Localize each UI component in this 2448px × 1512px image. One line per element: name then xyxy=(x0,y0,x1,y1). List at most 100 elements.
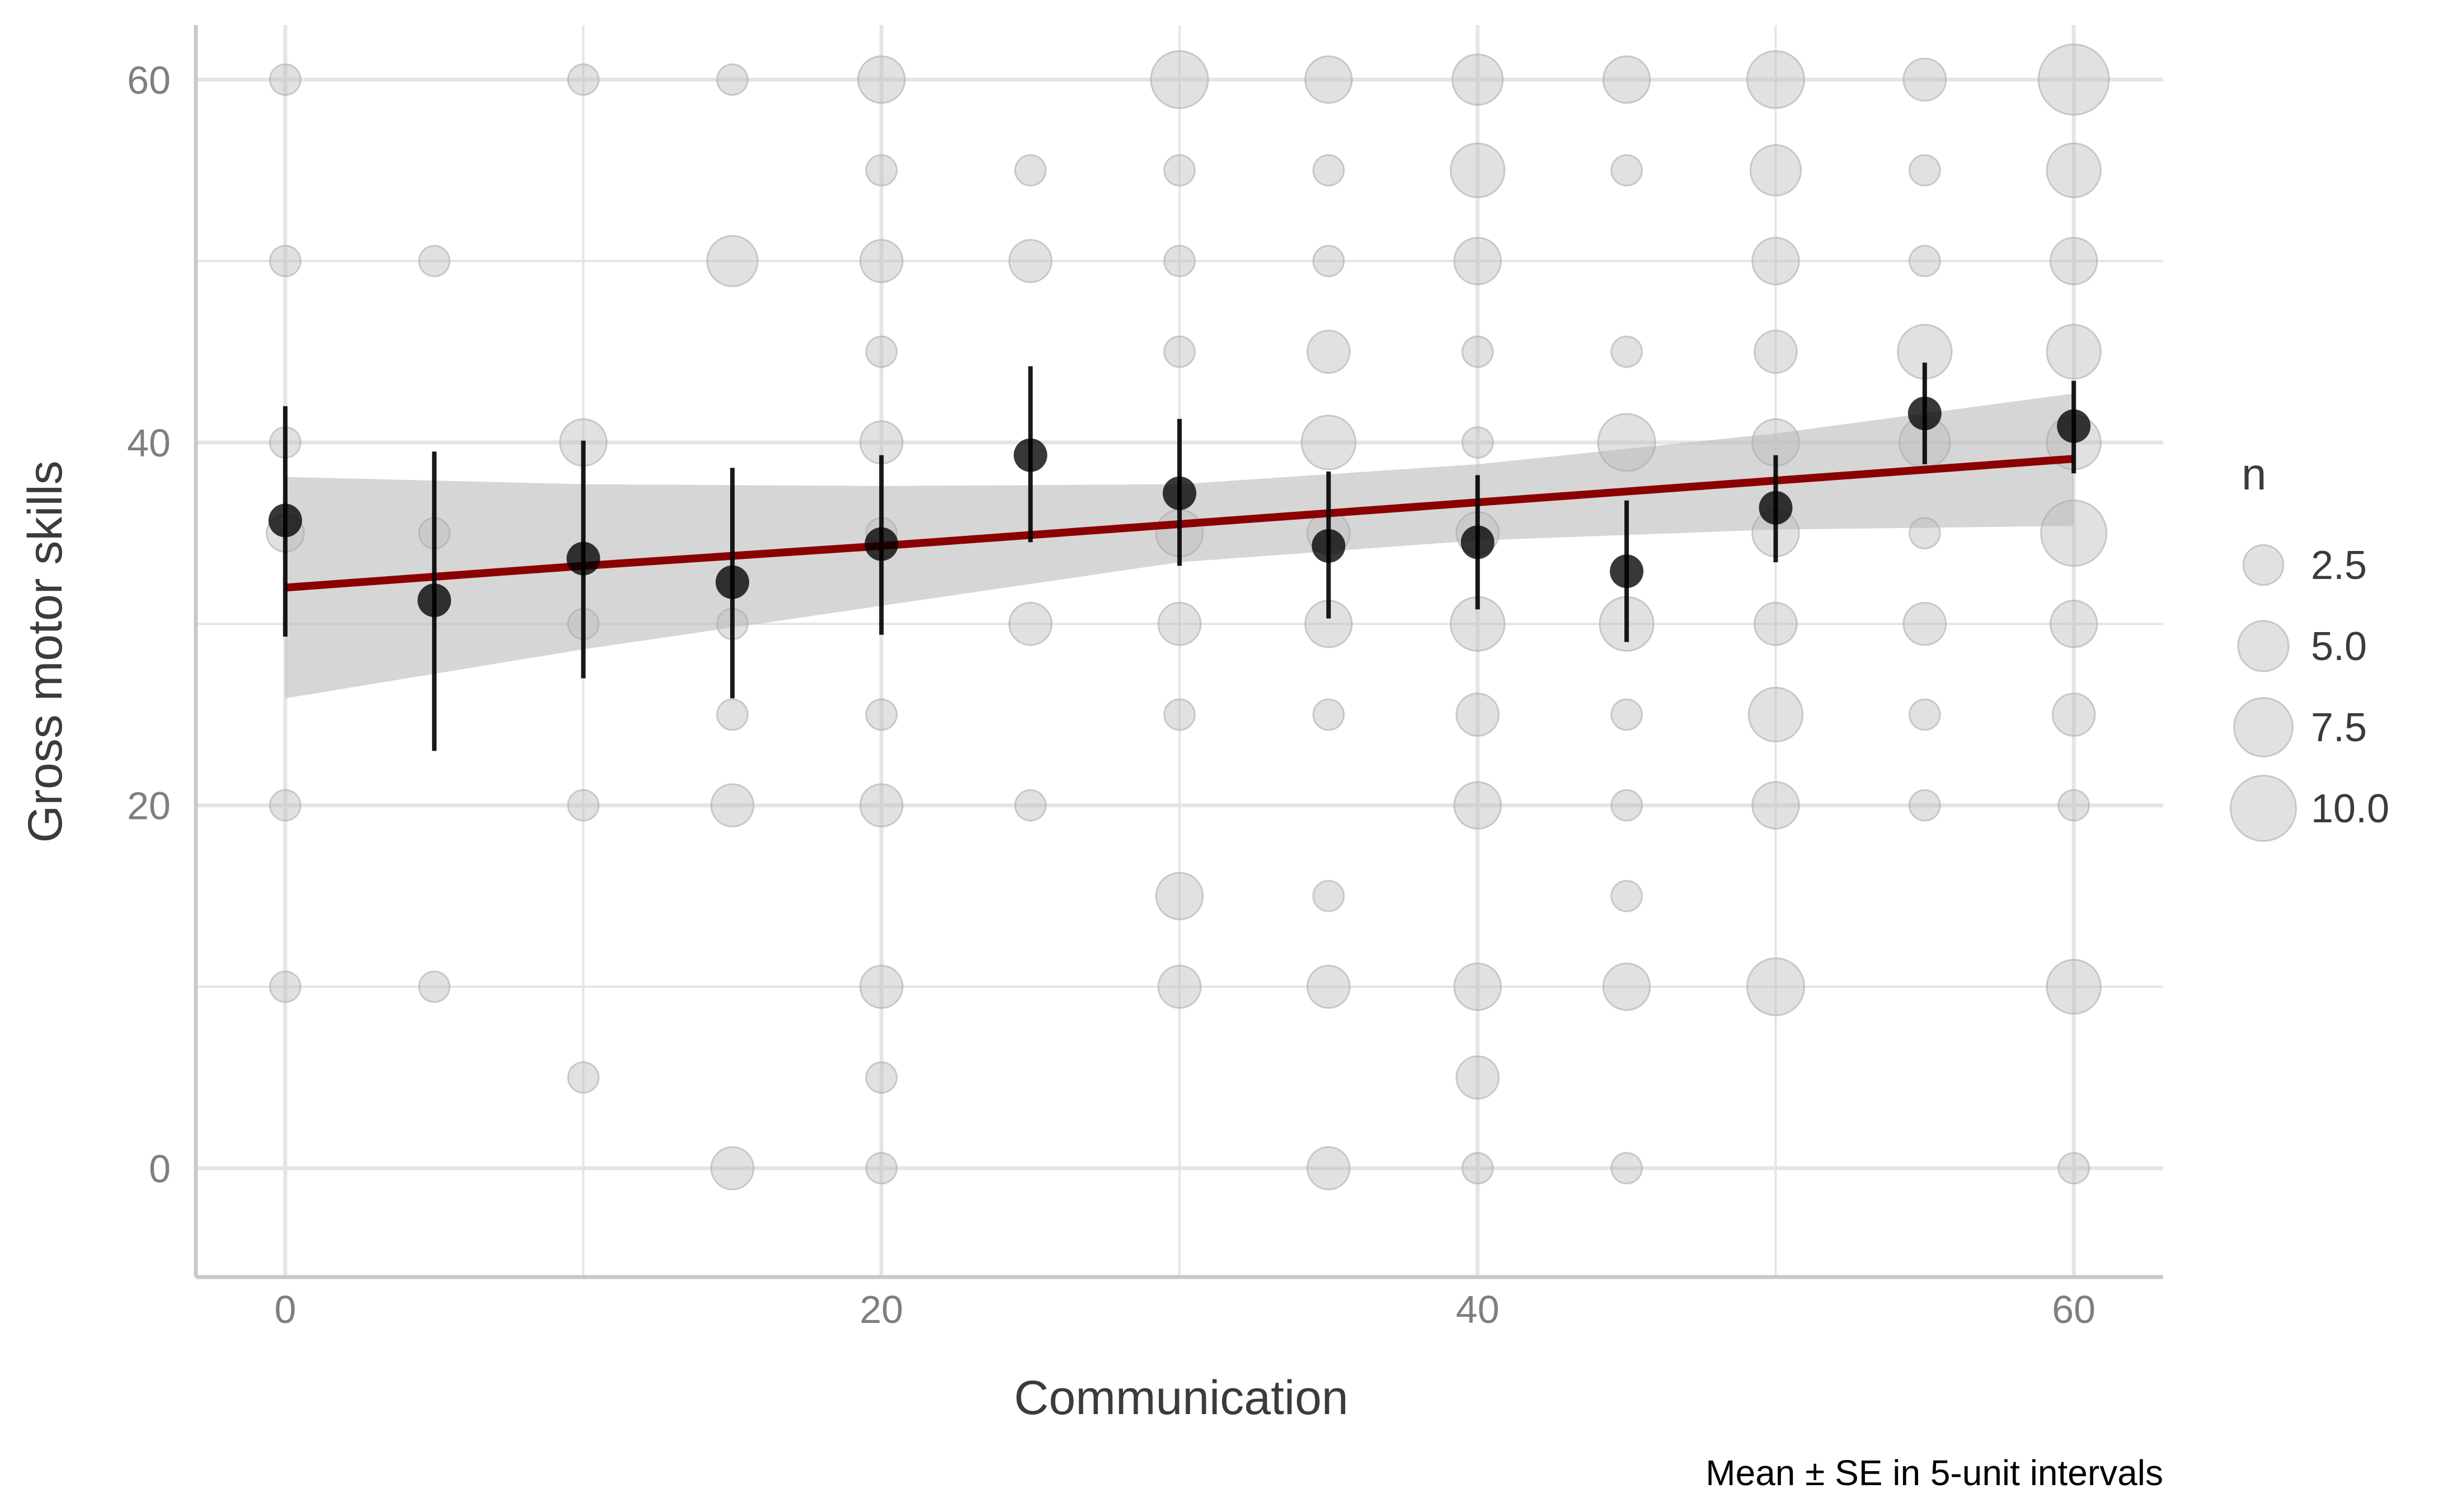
x-tick-label: 60 xyxy=(2052,1288,2095,1331)
data-bubble xyxy=(1455,693,1500,737)
mean-point xyxy=(1610,554,1644,588)
mean-point xyxy=(1759,491,1793,525)
data-bubble xyxy=(2057,789,2090,822)
mean-point xyxy=(1907,397,1942,431)
data-bubble xyxy=(1610,335,1643,368)
grid xyxy=(196,25,2163,1277)
data-bubble xyxy=(710,1146,755,1190)
mean-point xyxy=(417,583,452,618)
data-bubble xyxy=(1155,872,1204,921)
mean-point xyxy=(268,503,302,538)
data-bubble xyxy=(1597,413,1656,472)
data-bubble xyxy=(865,335,898,368)
x-tick-labels: 0 20 40 60 xyxy=(274,1288,2095,1331)
data-bubble xyxy=(1306,1146,1351,1190)
data-bubble xyxy=(2046,142,2102,199)
data-bubble xyxy=(1451,53,1504,106)
data-bubble xyxy=(1157,964,1202,1009)
data-bubble xyxy=(269,971,302,1003)
data-bubble xyxy=(1453,781,1502,830)
mean-point xyxy=(715,565,749,599)
data-bubble xyxy=(865,154,898,187)
data-bubble xyxy=(1902,57,1947,102)
data-bubble xyxy=(1306,964,1351,1009)
data-bubble xyxy=(1312,698,1345,731)
data-bubble xyxy=(1300,414,1357,470)
legend-title: n xyxy=(2242,449,2267,499)
data-bubble xyxy=(269,244,302,277)
mean-point xyxy=(864,527,899,561)
data-bubble xyxy=(1754,601,1798,646)
legend-key xyxy=(2237,620,2290,672)
data-bubble xyxy=(1602,962,1651,1011)
data-bubble xyxy=(857,55,906,104)
bubble-layer xyxy=(265,43,2110,1190)
mean-point xyxy=(566,541,600,576)
data-bubble xyxy=(2049,237,2098,285)
data-bubble xyxy=(1610,879,1643,912)
data-bubble xyxy=(418,971,451,1003)
data-bubble xyxy=(1449,142,1506,199)
legend-entries: 2.5 5.0 7.5 10.0 xyxy=(2229,543,2389,842)
legend: n 2.5 5.0 7.5 10.0 xyxy=(2229,449,2389,842)
axes xyxy=(194,25,2163,1279)
y-tick-label: 40 xyxy=(127,421,171,465)
data-bubble xyxy=(1746,50,1806,109)
data-bubble xyxy=(859,964,904,1009)
data-bubble xyxy=(269,789,302,822)
data-bubble xyxy=(706,234,759,288)
data-bubble xyxy=(1014,789,1047,822)
x-tick-label: 0 xyxy=(274,1288,296,1331)
y-tick-label: 20 xyxy=(127,784,171,828)
data-bubble xyxy=(1746,957,1806,1016)
x-axis-title: Communication xyxy=(1014,1371,1348,1425)
data-bubble xyxy=(859,239,904,284)
data-bubble xyxy=(567,63,600,96)
data-bubble xyxy=(1163,244,1196,277)
data-bubble xyxy=(1602,55,1651,104)
data-bubble xyxy=(567,789,600,822)
data-bubble xyxy=(1157,601,1202,646)
data-bubble xyxy=(1610,789,1643,822)
data-bubble xyxy=(865,698,898,731)
legend-label: 5.0 xyxy=(2311,624,2367,669)
data-bubble xyxy=(865,1061,898,1094)
data-bubble xyxy=(1908,789,1941,822)
data-bubble xyxy=(1014,154,1047,187)
data-bubble xyxy=(1461,335,1494,368)
data-bubble xyxy=(1749,144,1802,197)
data-bubble xyxy=(1908,244,1941,277)
data-bubble xyxy=(1008,239,1053,284)
data-bubble xyxy=(1754,329,1798,374)
mean-point xyxy=(1460,525,1495,559)
data-bubble xyxy=(1150,50,1209,109)
y-axis-title: Gross motor skills xyxy=(18,460,72,842)
data-bubble xyxy=(1908,517,1941,550)
data-bubble xyxy=(1312,244,1345,277)
data-bubble xyxy=(1453,237,1502,285)
y-tick-label: 0 xyxy=(149,1147,171,1190)
data-bubble xyxy=(1163,154,1196,187)
mean-points-layer xyxy=(268,362,2091,751)
data-bubble xyxy=(1163,335,1196,368)
data-bubble xyxy=(2049,600,2098,648)
data-bubble xyxy=(2051,693,2096,737)
data-bubble xyxy=(1461,1152,1494,1185)
data-bubble xyxy=(1751,781,1800,830)
data-bubble xyxy=(418,244,451,277)
data-bubble xyxy=(1008,601,1053,646)
data-bubble xyxy=(710,783,755,828)
legend-label: 2.5 xyxy=(2311,543,2367,588)
data-bubble xyxy=(1902,601,1947,646)
mean-point xyxy=(1013,438,1047,472)
data-bubble xyxy=(859,783,904,828)
x-tick-label: 20 xyxy=(859,1288,903,1331)
data-bubble xyxy=(1908,154,1941,187)
data-bubble xyxy=(1908,698,1941,731)
data-bubble xyxy=(1461,426,1494,459)
data-bubble xyxy=(2046,959,2102,1015)
mean-point xyxy=(1163,476,1196,510)
data-bubble xyxy=(1306,329,1351,374)
data-bubble xyxy=(1312,154,1345,187)
